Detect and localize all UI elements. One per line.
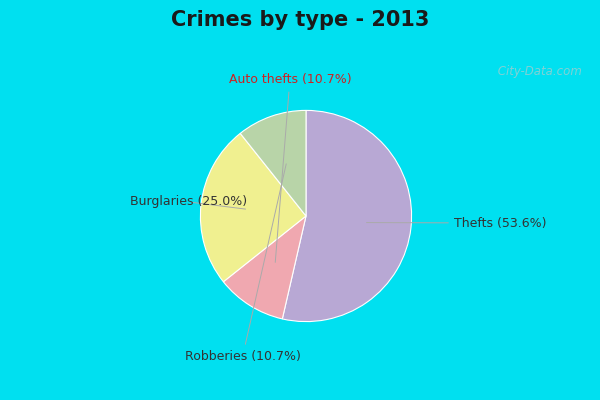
Text: Auto thefts (10.7%): Auto thefts (10.7%) (229, 74, 351, 262)
Wedge shape (200, 133, 306, 282)
Text: Crimes by type - 2013: Crimes by type - 2013 (171, 10, 429, 30)
Wedge shape (240, 110, 306, 216)
Wedge shape (283, 110, 412, 322)
Text: City-Data.com: City-Data.com (494, 65, 582, 78)
Wedge shape (223, 216, 306, 319)
Text: Burglaries (25.0%): Burglaries (25.0%) (130, 196, 247, 209)
Text: Thefts (53.6%): Thefts (53.6%) (367, 216, 547, 230)
Text: Robberies (10.7%): Robberies (10.7%) (185, 164, 301, 363)
